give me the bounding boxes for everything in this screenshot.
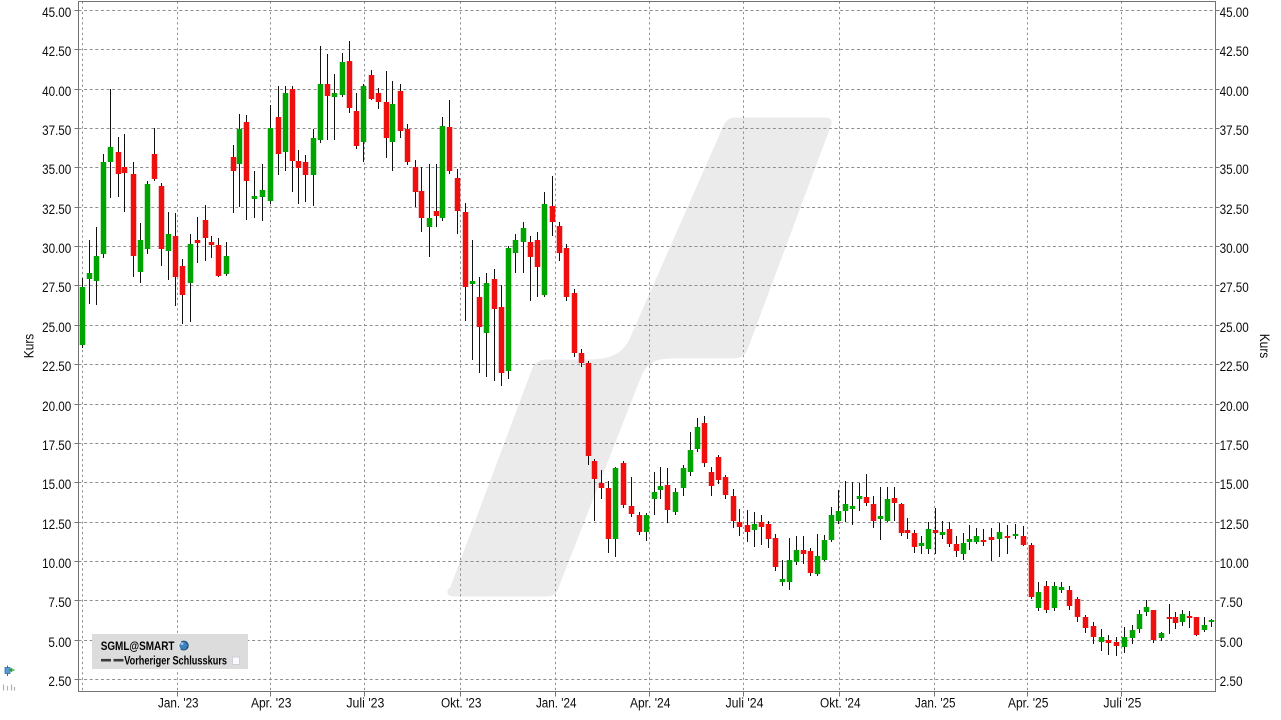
svg-text:42.50: 42.50 [1220, 44, 1249, 60]
svg-text:35.00: 35.00 [1220, 162, 1249, 178]
svg-text:25.00: 25.00 [1220, 320, 1249, 336]
svg-text:25.00: 25.00 [42, 320, 71, 336]
svg-text:Jan. '25: Jan. '25 [915, 696, 956, 712]
svg-text:Kurs: Kurs [1256, 334, 1272, 359]
svg-text:35.00: 35.00 [42, 162, 71, 178]
svg-text:45.00: 45.00 [42, 5, 71, 21]
svg-text:32.50: 32.50 [1220, 202, 1249, 218]
svg-text:Juli '24: Juli '24 [726, 696, 764, 712]
svg-text:Okt. '23: Okt. '23 [441, 696, 482, 712]
svg-text:30.00: 30.00 [1220, 241, 1249, 257]
svg-text:37.50: 37.50 [1220, 123, 1249, 139]
svg-text:45.00: 45.00 [1220, 5, 1249, 21]
svg-text:17.50: 17.50 [42, 438, 71, 454]
svg-text:Apr. '24: Apr. '24 [630, 696, 671, 712]
svg-text:42.50: 42.50 [42, 44, 71, 60]
svg-text:12.50: 12.50 [42, 517, 71, 533]
svg-text:Apr. '23: Apr. '23 [251, 696, 292, 712]
svg-text:Apr. '25: Apr. '25 [1008, 696, 1049, 712]
svg-text:SGML@SMART: SGML@SMART [101, 639, 175, 653]
svg-text:Juli '25: Juli '25 [1103, 696, 1141, 712]
svg-text:Juli '23: Juli '23 [346, 696, 384, 712]
svg-text:5.00: 5.00 [48, 635, 71, 651]
svg-text:12.50: 12.50 [1220, 517, 1249, 533]
svg-text:Jan. '24: Jan. '24 [536, 696, 577, 712]
svg-text:37.50: 37.50 [42, 123, 71, 139]
svg-text:17.50: 17.50 [1220, 438, 1249, 454]
svg-text:Jan. '23: Jan. '23 [158, 696, 199, 712]
svg-text:27.50: 27.50 [1220, 280, 1249, 296]
svg-text:40.00: 40.00 [42, 84, 71, 100]
svg-text:Okt. '24: Okt. '24 [820, 696, 861, 712]
svg-text:20.00: 20.00 [42, 399, 71, 415]
svg-text:15.00: 15.00 [42, 477, 71, 493]
svg-text:40.00: 40.00 [1220, 84, 1249, 100]
svg-text:32.50: 32.50 [42, 202, 71, 218]
svg-text:Kurs: Kurs [22, 334, 38, 359]
svg-text:2.50: 2.50 [48, 674, 71, 690]
svg-text:30.00: 30.00 [42, 241, 71, 257]
svg-text:22.50: 22.50 [42, 359, 71, 375]
svg-text:7.50: 7.50 [48, 595, 71, 611]
svg-text:2.50: 2.50 [1220, 674, 1243, 690]
svg-text:5.00: 5.00 [1220, 635, 1243, 651]
svg-text:7.50: 7.50 [1220, 595, 1243, 611]
svg-text:22.50: 22.50 [1220, 359, 1249, 375]
svg-text:20.00: 20.00 [1220, 399, 1249, 415]
svg-text:15.00: 15.00 [1220, 477, 1249, 493]
svg-text:27.50: 27.50 [42, 280, 71, 296]
svg-text:10.00: 10.00 [42, 556, 71, 572]
svg-text:10.00: 10.00 [1220, 556, 1249, 572]
svg-text:Vorheriger Schlusskurs: Vorheriger Schlusskurs [124, 654, 227, 668]
